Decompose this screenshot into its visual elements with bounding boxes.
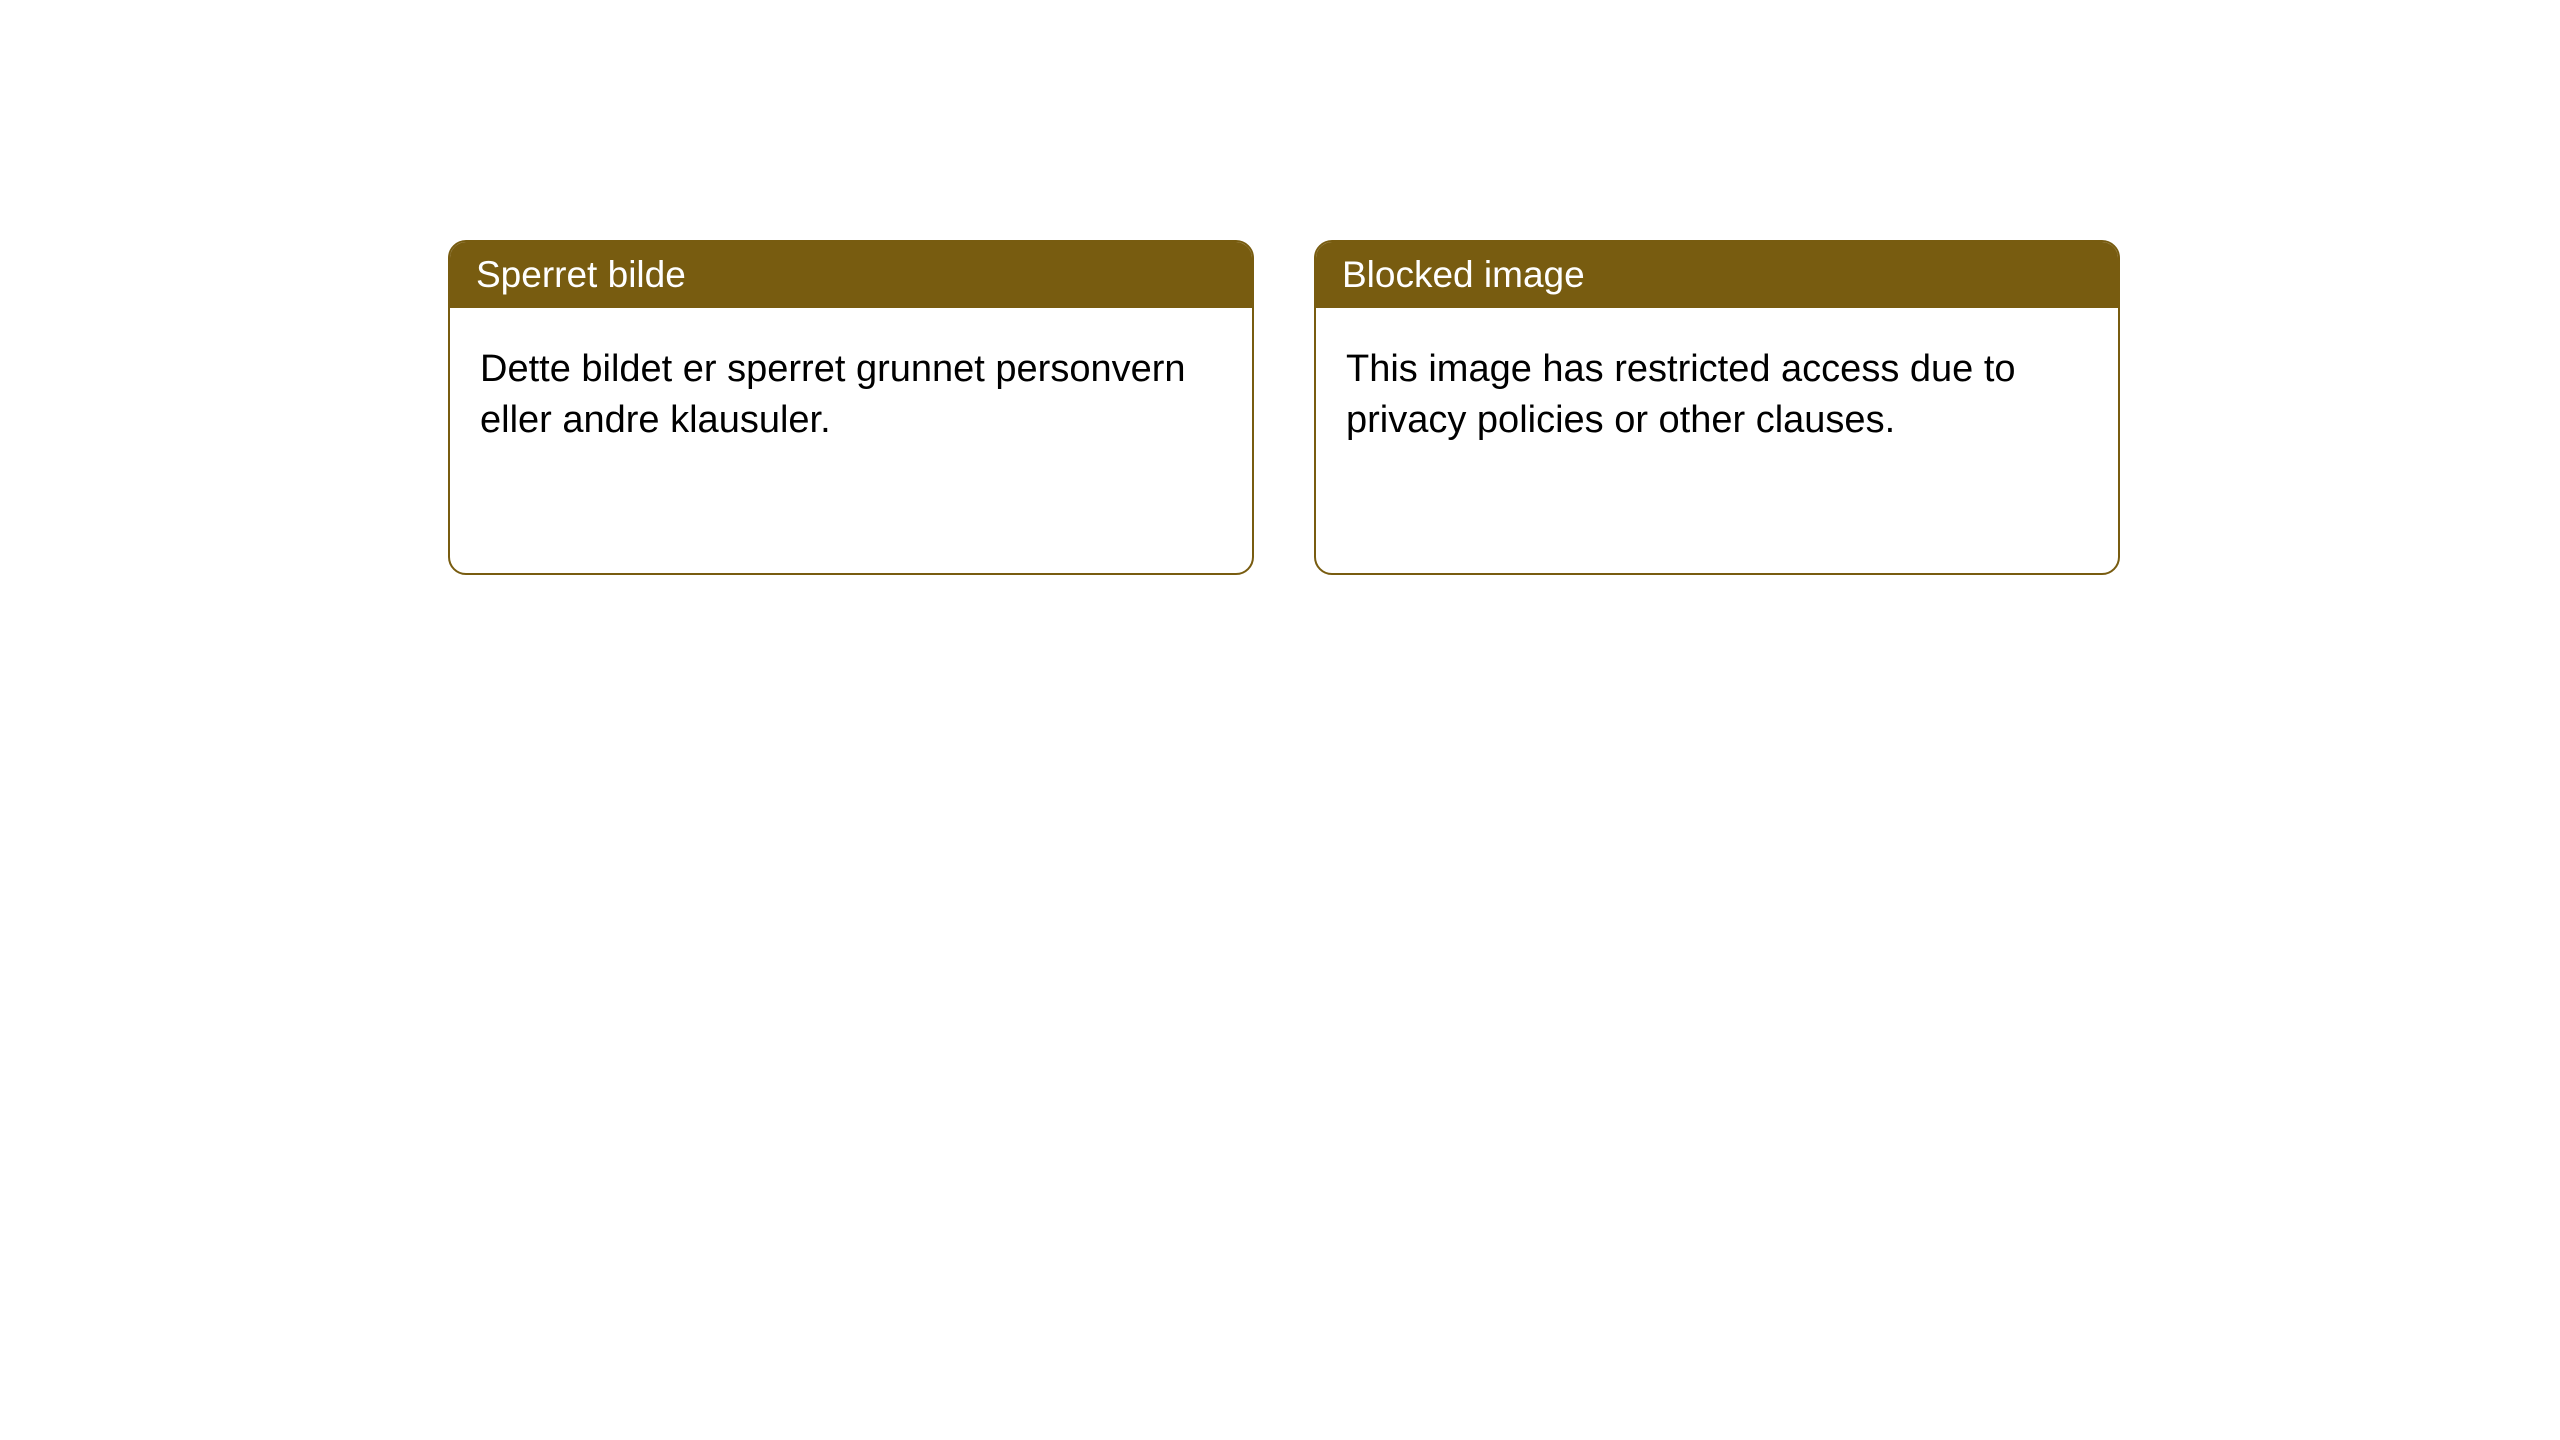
card-body-english: This image has restricted access due to … bbox=[1316, 308, 2118, 483]
card-body-norwegian: Dette bildet er sperret grunnet personve… bbox=[450, 308, 1252, 483]
card-header-english: Blocked image bbox=[1316, 242, 2118, 308]
blocked-image-card-english: Blocked image This image has restricted … bbox=[1314, 240, 2120, 575]
card-header-text: Sperret bilde bbox=[476, 254, 686, 295]
card-header-norwegian: Sperret bilde bbox=[450, 242, 1252, 308]
card-body-text: This image has restricted access due to … bbox=[1346, 348, 2016, 441]
blocked-image-card-norwegian: Sperret bilde Dette bildet er sperret gr… bbox=[448, 240, 1254, 575]
notice-container: Sperret bilde Dette bildet er sperret gr… bbox=[0, 0, 2560, 575]
card-header-text: Blocked image bbox=[1342, 254, 1585, 295]
card-body-text: Dette bildet er sperret grunnet personve… bbox=[480, 348, 1186, 441]
